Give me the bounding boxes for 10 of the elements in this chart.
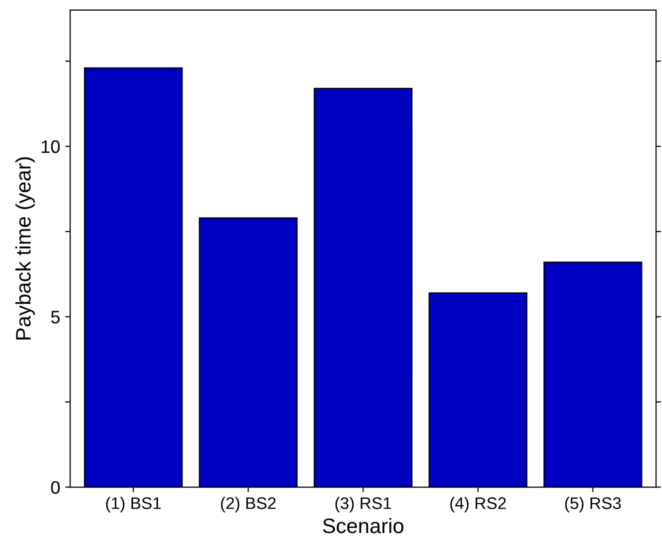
x-tick-label: (2) BS2: [221, 496, 276, 512]
y-tick-label: 0: [51, 481, 60, 494]
x-tick-label: (5) RS3: [565, 496, 621, 512]
x-axis-title: Scenario: [322, 518, 404, 534]
y-axis-title: Payback time (year): [15, 157, 35, 340]
y-tick-label: 5: [51, 310, 60, 324]
x-tick-label: (3) RS1: [335, 496, 392, 512]
x-tick-label: (1) BS1: [106, 496, 161, 512]
y-tick-label: 10: [42, 140, 60, 154]
x-tick-label: (4) RS2: [450, 496, 506, 512]
